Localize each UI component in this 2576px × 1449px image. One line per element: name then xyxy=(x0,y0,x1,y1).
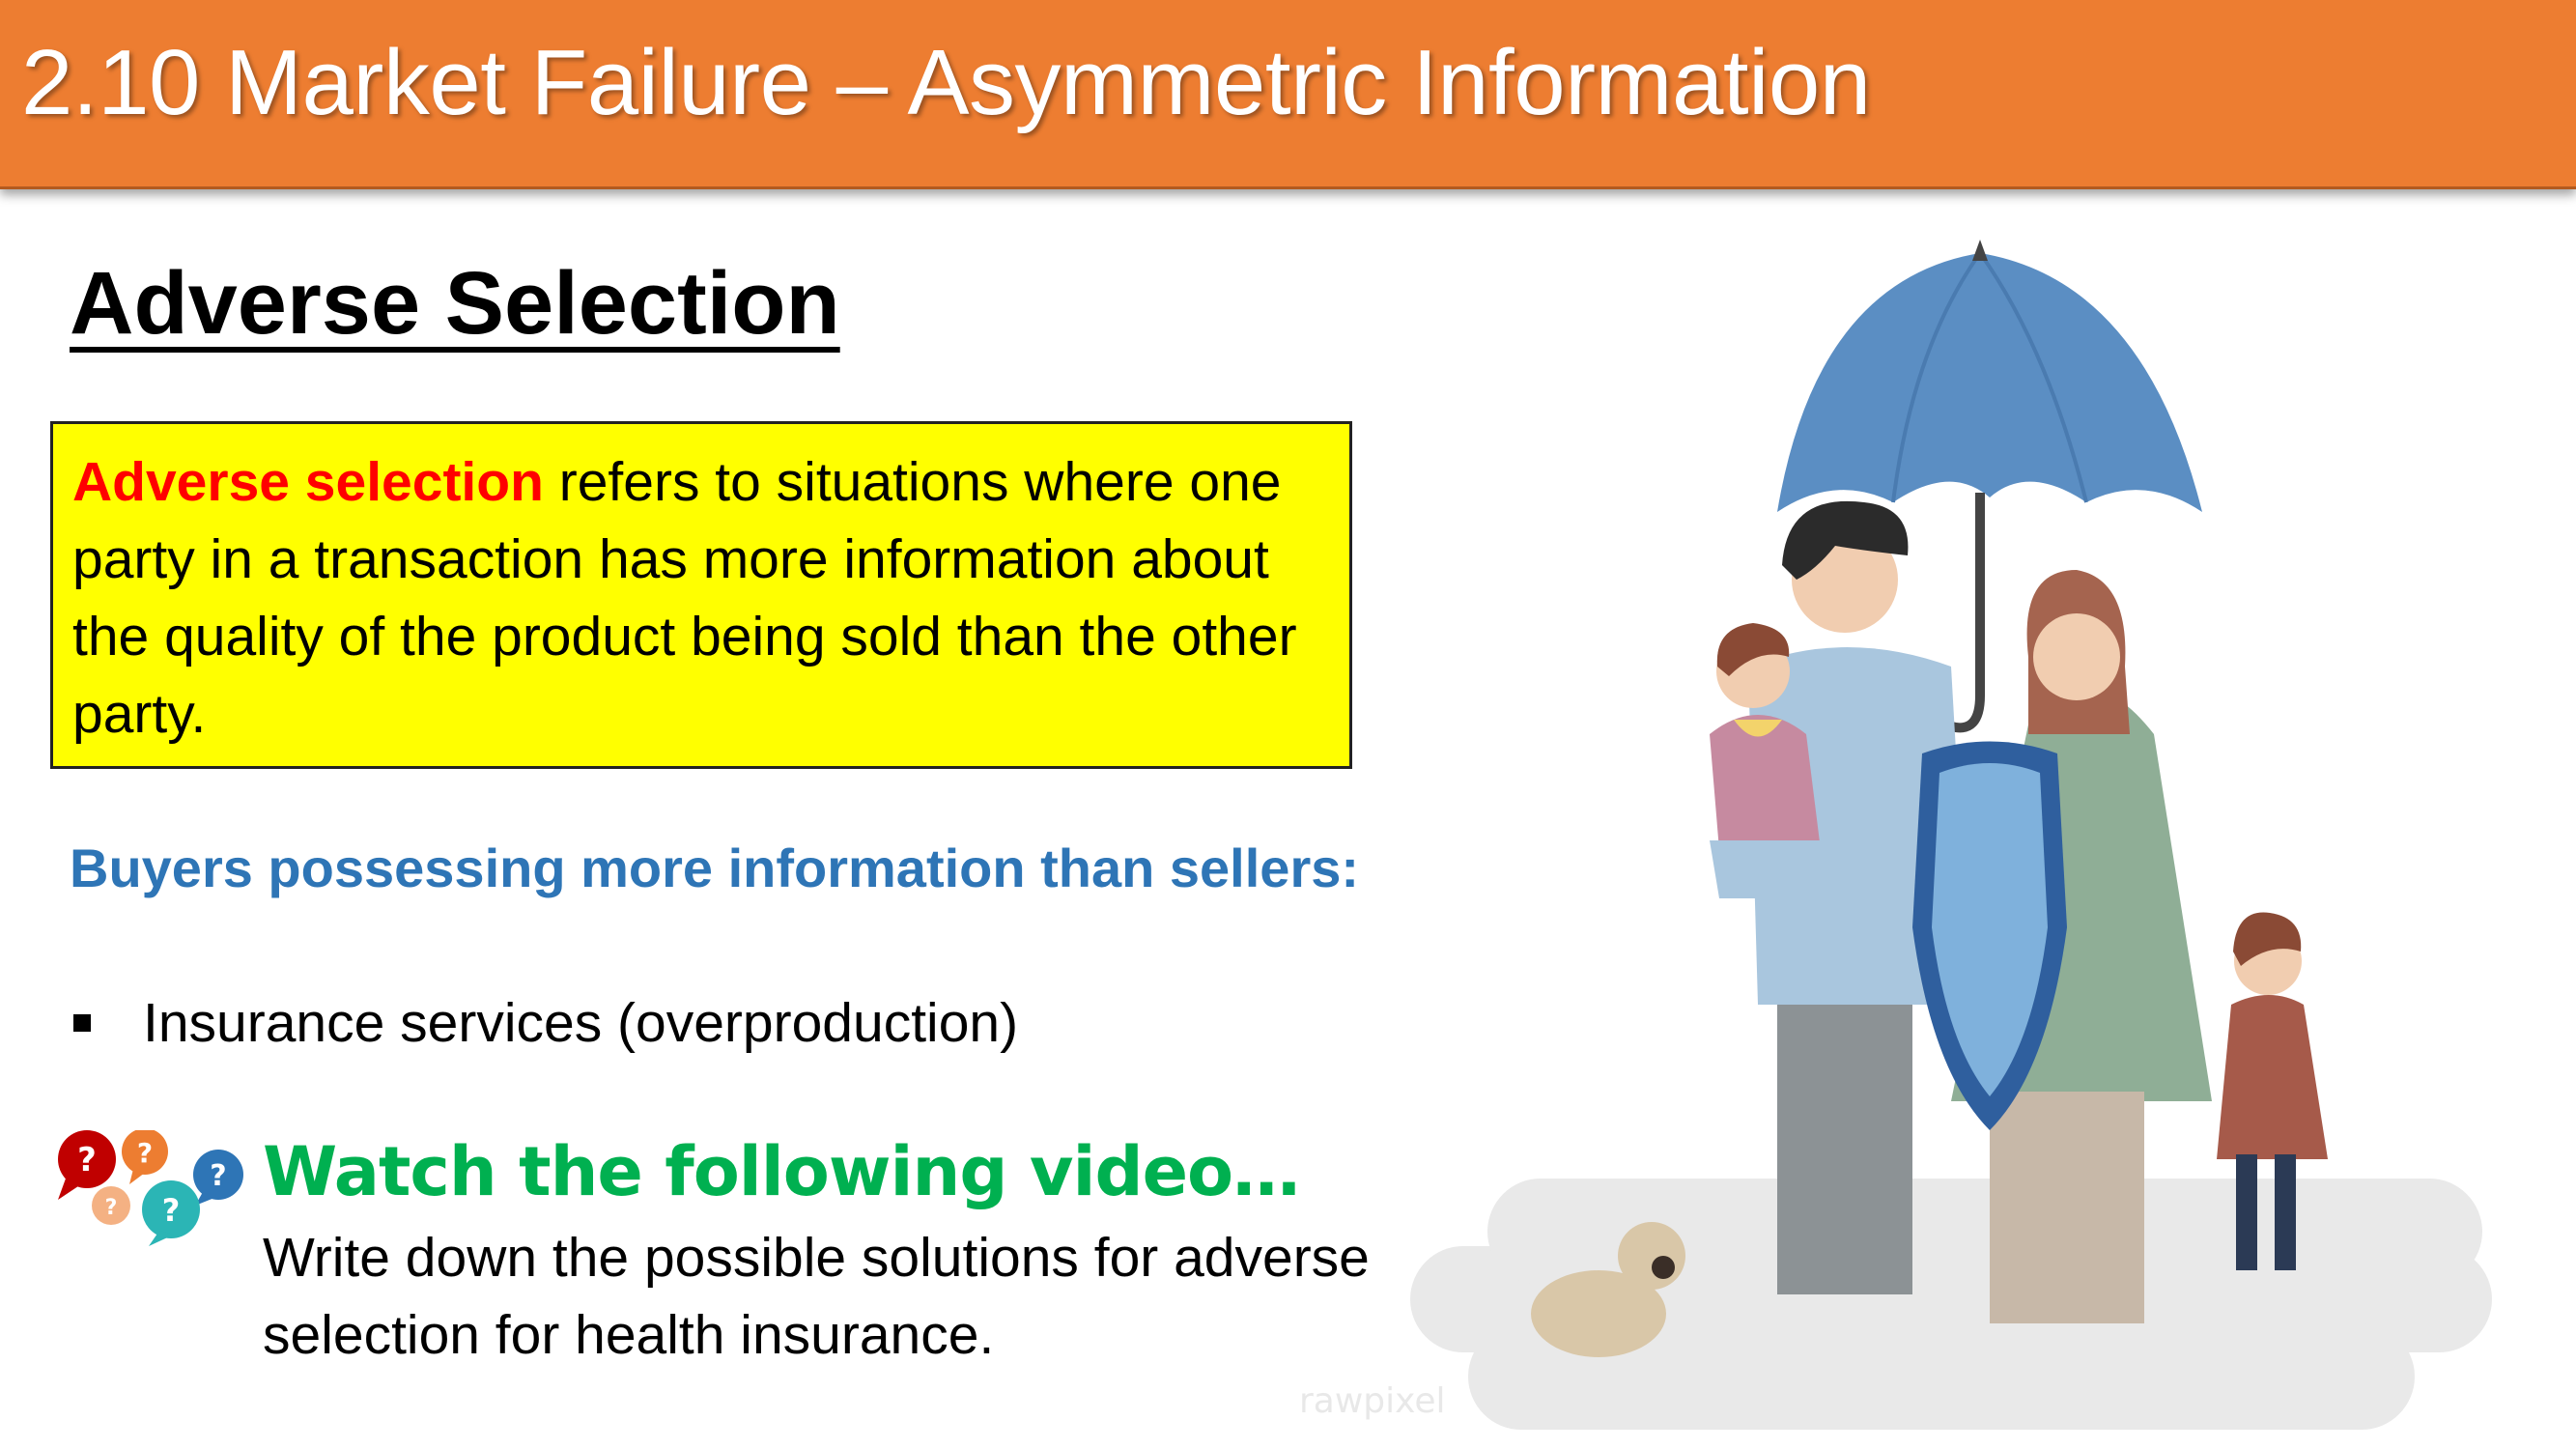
definition-term: Adverse selection xyxy=(72,451,544,513)
bullet-item: Insurance services (overproduction) xyxy=(73,991,1018,1055)
video-title: Watch the following video… xyxy=(263,1132,1300,1211)
section-heading: Adverse Selection xyxy=(70,254,840,353)
bullet-text: Insurance services (overproduction) xyxy=(143,992,1019,1054)
title-bar: 2.10 Market Failure – Asymmetric Informa… xyxy=(0,0,2576,189)
svg-text:?: ? xyxy=(105,1196,118,1220)
definition-box: Adverse selection refers to situations w… xyxy=(50,421,1352,769)
slide-title: 2.10 Market Failure – Asymmetric Informa… xyxy=(21,31,1871,134)
definition-text: refers to situations where one party in … xyxy=(72,451,1297,745)
family-umbrella-illustration xyxy=(1410,240,2492,1430)
question-bubbles-icon: ? ? ? ? ? xyxy=(58,1130,243,1246)
svg-text:?: ? xyxy=(162,1192,181,1229)
video-instruction: Write down the possible solutions for ad… xyxy=(263,1227,1370,1366)
buyers-subheading: Buyers possessing more information than … xyxy=(70,838,1360,898)
svg-text:?: ? xyxy=(210,1159,226,1193)
bullet-square-icon xyxy=(73,1014,91,1032)
svg-text:?: ? xyxy=(77,1141,97,1179)
watermark: rawpixel xyxy=(1299,1381,1446,1421)
svg-text:?: ? xyxy=(137,1137,153,1169)
